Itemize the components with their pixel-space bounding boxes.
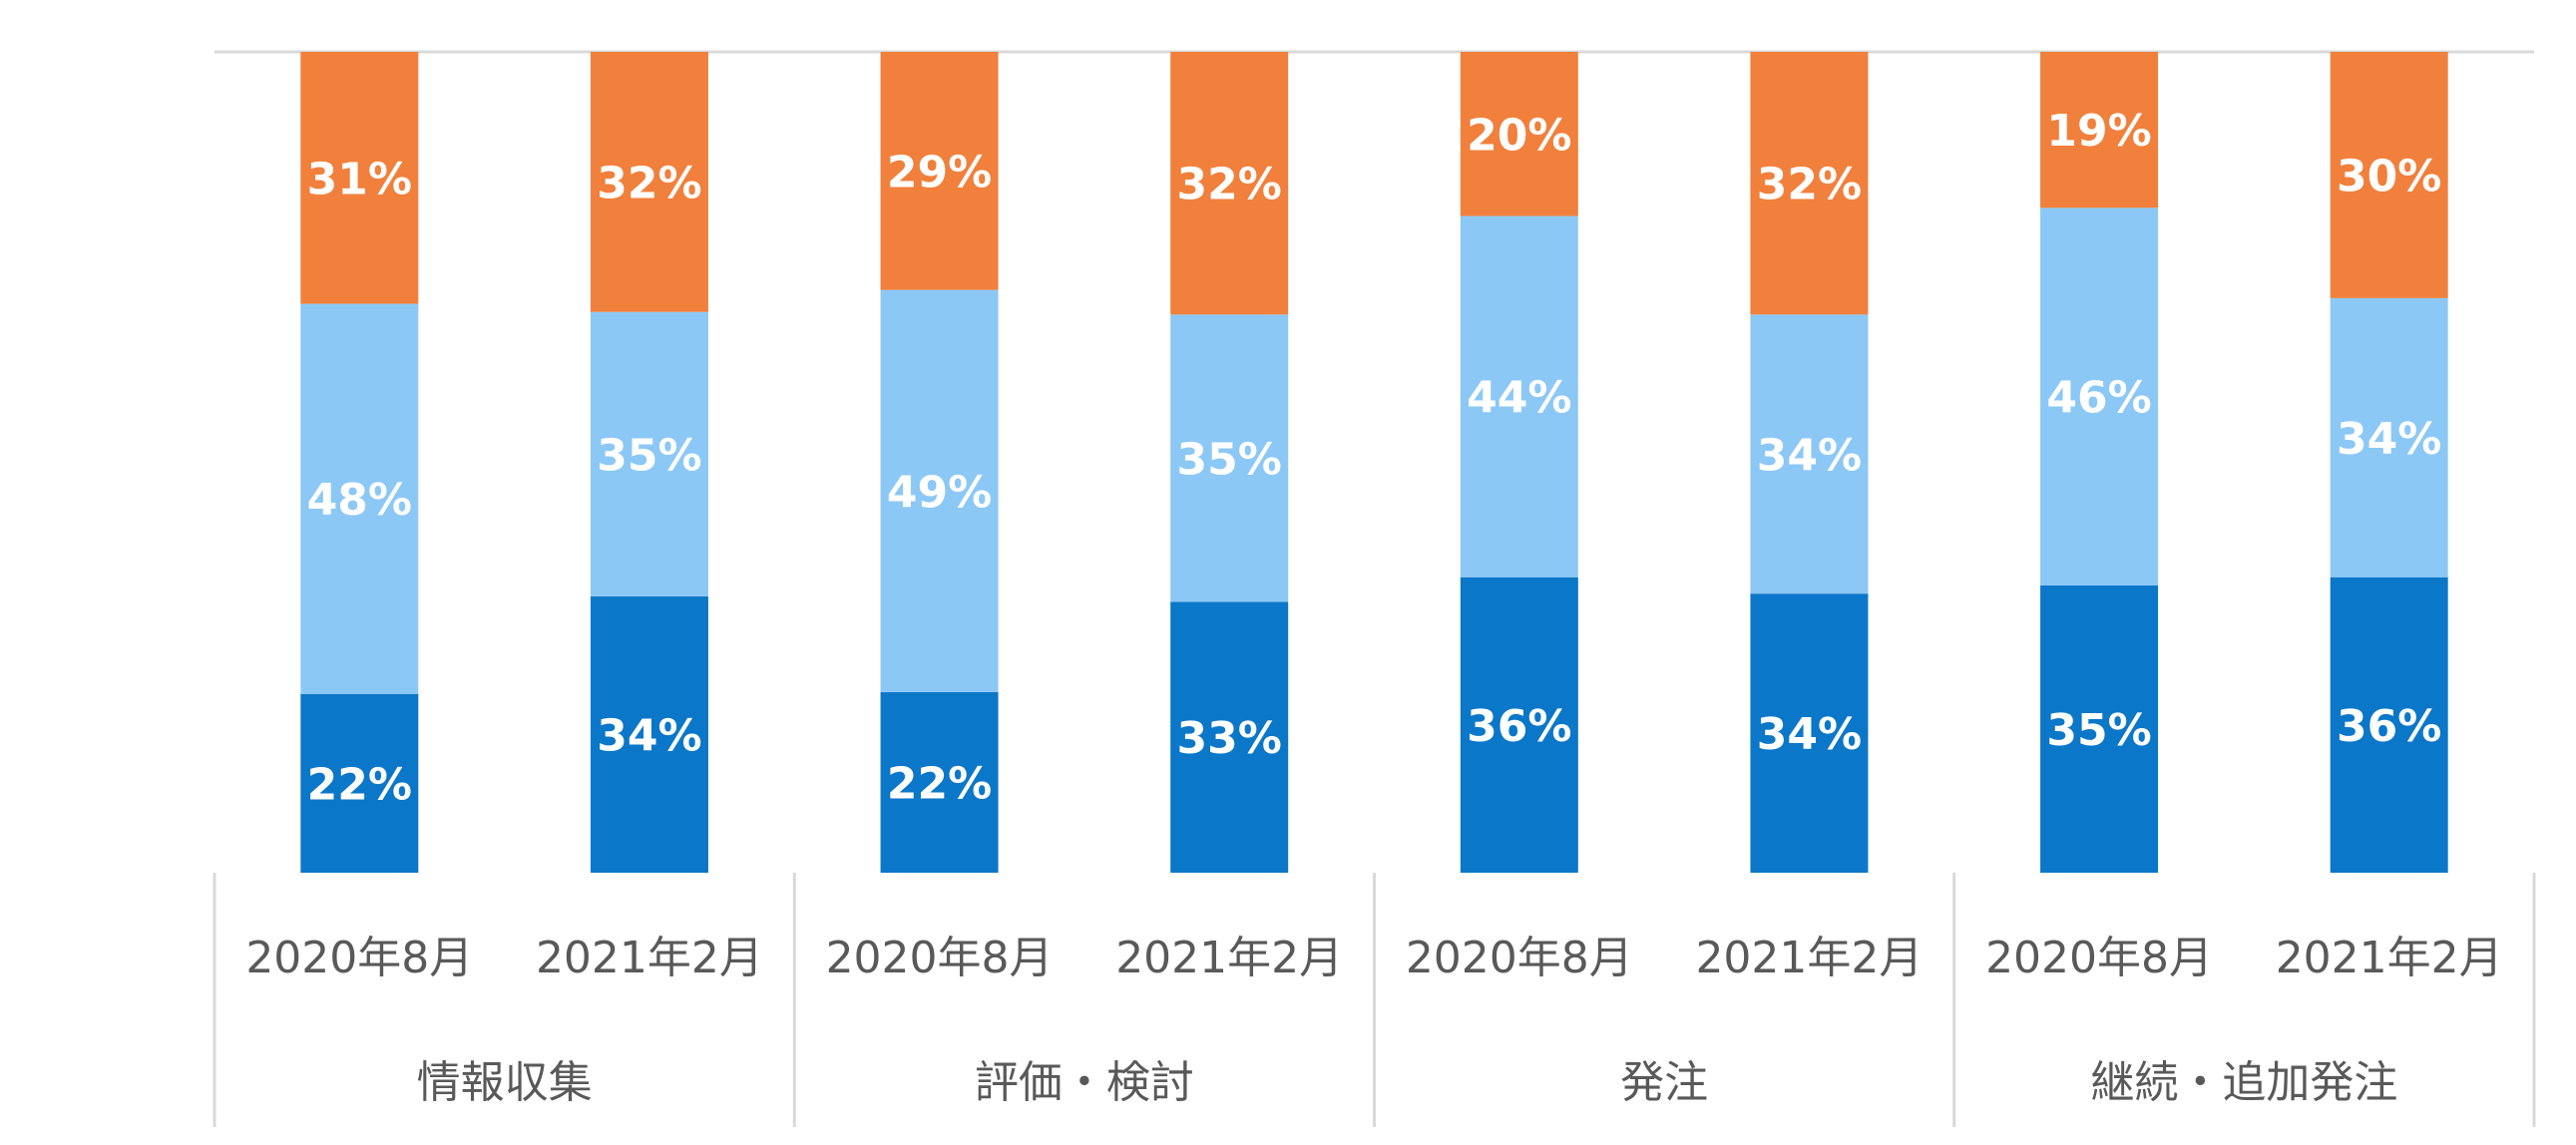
data-label: 34% [1757,430,1862,481]
bar-segment [590,52,708,312]
data-label: 36% [2337,701,2441,752]
data-label: 35% [1177,434,1282,485]
period-tick-label: 2020年8月 [245,933,473,983]
bar-segment [2330,297,2448,577]
period-tick-label: 2020年8月 [1985,933,2213,983]
bar-segment [590,311,708,596]
plot-area: 22% 48% 31% 34% 35% 32% 22% 49% 29% 33% 35% 32% 36% 4… [215,50,2534,873]
data-label: 32% [1177,160,1282,210]
bar-segment [1460,52,1578,216]
bar-segment [2330,576,2448,873]
group-label: 評価・検討 [975,1057,1194,1108]
bar-segment [1170,52,1289,315]
data-label: 44% [1467,373,1571,424]
data-label: 34% [2337,414,2441,465]
bar-segment [2040,207,2159,585]
data-label: 22% [307,759,412,810]
data-label: 34% [597,710,701,761]
bar-segment [1460,576,1578,873]
data-label: 49% [887,467,992,518]
data-label: 35% [2046,705,2151,756]
data-label: 32% [597,158,701,208]
bar-segment [880,289,999,692]
bar-segment [880,691,999,873]
data-label: 36% [1467,701,1571,752]
period-tick-label: 2020年8月 [826,933,1054,983]
bar-segment [2330,52,2448,298]
data-label: 35% [597,430,701,481]
group-label: 発注 [1620,1057,1708,1108]
data-label: 20% [1467,110,1571,161]
data-label: 22% [887,758,992,809]
bar-segment [1750,314,1869,594]
period-tick-label: 2021年2月 [1115,933,1343,983]
period-tick-label: 2021年2月 [536,933,763,983]
group-label: 継続・追加発注 [2090,1057,2397,1108]
data-label: 31% [307,154,412,204]
period-tick-label: 2021年2月 [1695,933,1923,983]
data-label: 48% [307,475,412,526]
bar-segment [1460,215,1578,577]
bar-segment [300,693,419,873]
bar-segment [1170,601,1289,873]
data-label: 19% [2046,106,2151,157]
data-label: 29% [887,147,992,197]
bar-segment [300,52,419,304]
data-label: 46% [2046,373,2151,424]
bar-segment [880,52,999,290]
bar-segment [300,303,419,694]
bar-segment [2040,52,2159,208]
data-label: 30% [2337,151,2441,201]
data-label: 32% [1757,160,1862,210]
period-tick-label: 2020年8月 [1406,933,1633,983]
group-label: 情報収集 [417,1057,593,1108]
category-axis: 2020年8月 2021年2月 2020年8月 2021年2月 2020年8月 2021年… [213,873,2536,1127]
bar-segment [590,595,708,873]
bar-segment [1750,593,1869,873]
bar-segment [1170,314,1289,602]
period-tick-label: 2021年2月 [2276,933,2503,983]
bar-segment [2040,584,2159,873]
data-label: 33% [1177,713,1282,764]
bar-segment [1750,52,1869,315]
data-label: 34% [1757,709,1862,760]
